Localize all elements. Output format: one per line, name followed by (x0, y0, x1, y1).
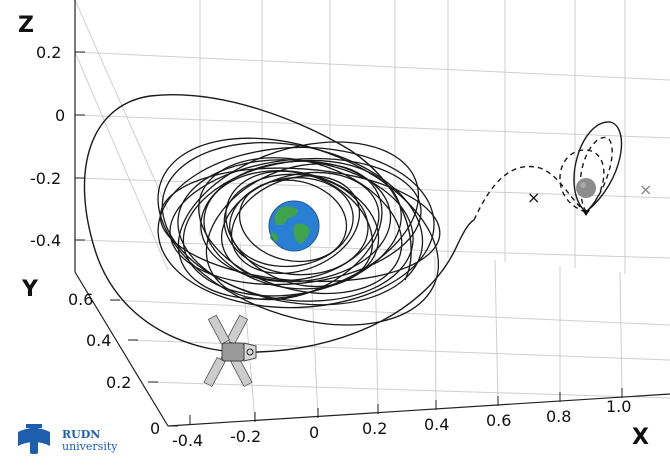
x-tick-label: 0.8 (546, 407, 571, 426)
axis-frame (74, 0, 670, 427)
cross-marker: × (527, 188, 540, 207)
y-tick-label: 0.2 (106, 373, 131, 392)
earth-orbit-loop (169, 157, 422, 286)
moon-icon (576, 178, 596, 198)
lunar-orbit-loop-dashed (579, 136, 613, 213)
logo-line-2: university (62, 440, 118, 453)
z-axis-label: Z (18, 13, 34, 38)
x-axis-label: X (632, 425, 649, 450)
lunar-orbit-loop-dashed (559, 149, 605, 213)
y-tick-label: 0.4 (86, 331, 111, 350)
x-tick-label: 0.6 (486, 411, 511, 430)
lunar-orbit-loop (573, 121, 623, 213)
y-tick-label: 0 (150, 419, 160, 438)
x-tick-label: -0.4 (172, 431, 203, 450)
earth-orbit-loop (229, 177, 354, 268)
z-tick-label: -0.4 (30, 231, 61, 250)
z-tick-label: 0.2 (36, 43, 61, 62)
logo-line-1: RUDN (62, 428, 100, 441)
earth-icon (268, 200, 320, 252)
lunar-transfer-path (473, 165, 587, 221)
earth-orbit-loop (230, 175, 361, 275)
cross-marker: × (639, 180, 652, 199)
spacecraft-icon (203, 314, 257, 388)
earth-orbit-loop (220, 171, 380, 282)
z-tick-label: -0.2 (30, 169, 61, 188)
x-tick-label: 0.2 (362, 419, 387, 438)
earth-orbit-loops (157, 137, 441, 326)
earth-orbit-loop (159, 167, 441, 283)
earth-orbit-loop (205, 163, 383, 301)
departure-trajectory (257, 219, 475, 353)
earth-orbit-loop (157, 137, 440, 326)
x-tick-label: 0.4 (424, 415, 449, 434)
transfer-trajectory (83, 94, 412, 354)
x-tick-label: -0.2 (230, 427, 261, 446)
z-tick-label: 0 (55, 106, 65, 125)
y-tick-label: 0.6 (68, 290, 93, 309)
x-tick-label: 1.0 (606, 397, 631, 416)
grid-lines (74, 0, 670, 427)
x-tick-label: 0 (309, 423, 319, 442)
earth-orbit-loop (177, 159, 414, 302)
earth-orbit-loop (157, 146, 435, 309)
earth-orbit-loop (177, 141, 420, 300)
arrow-head-icon (582, 210, 590, 216)
rudn-logo-icon (18, 424, 50, 454)
y-axis-label: Y (21, 277, 39, 302)
earth-orbit-loop (223, 173, 369, 276)
